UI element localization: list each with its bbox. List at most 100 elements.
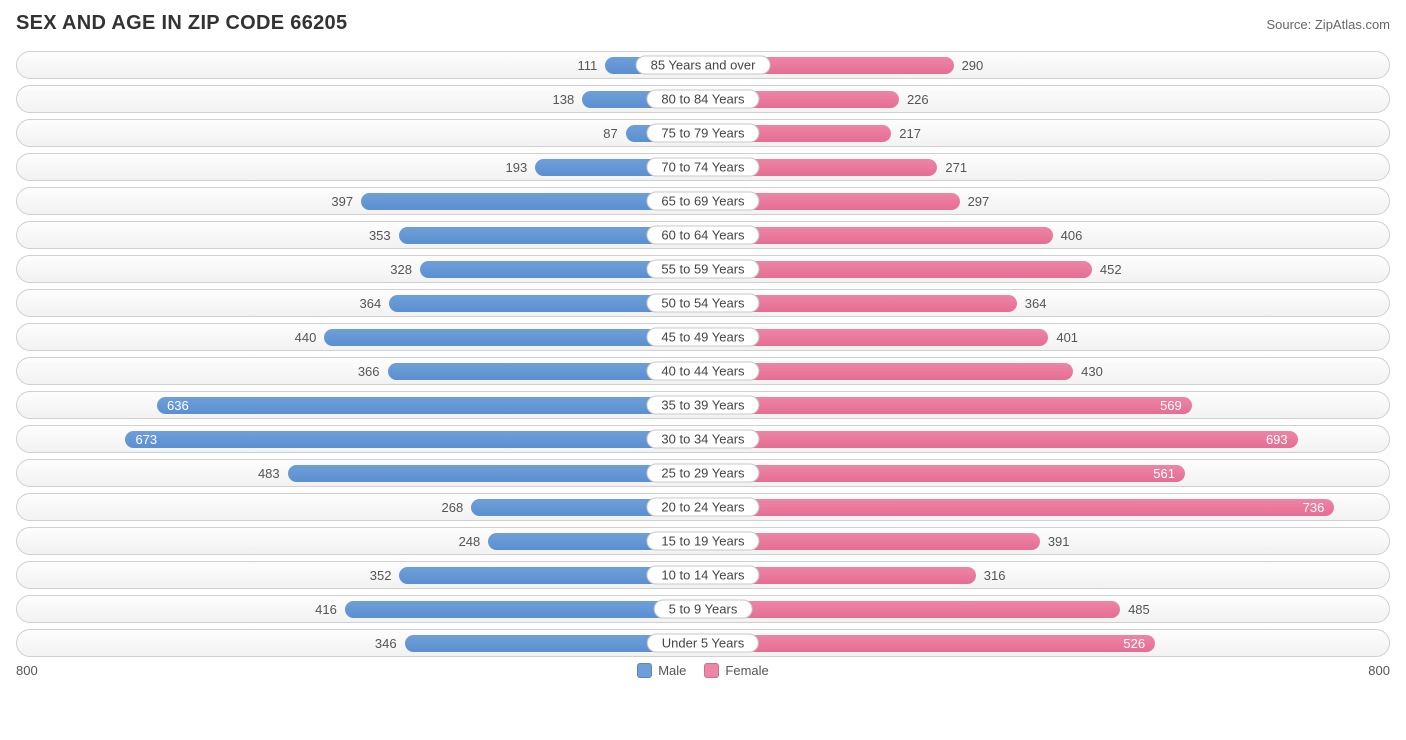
chart-footer: 800 Male Female 800 — [16, 663, 1390, 678]
female-bar — [706, 601, 1120, 618]
chart-title: SEX AND AGE IN ZIP CODE 66205 — [16, 12, 347, 35]
male-half: 138 — [17, 86, 703, 112]
male-value: 440 — [287, 330, 325, 345]
female-value: 401 — [1048, 330, 1086, 345]
female-half: 693 — [703, 426, 1389, 452]
female-bar: 561 — [706, 465, 1185, 482]
male-bar: 673 — [125, 431, 700, 448]
legend-female: Female — [704, 663, 768, 678]
male-half: 673 — [17, 426, 703, 452]
male-half: 328 — [17, 256, 703, 282]
age-label: 25 to 29 Years — [646, 464, 759, 483]
axis-right-max: 800 — [1368, 663, 1390, 678]
pyramid-row: 636 569 35 to 39 Years — [16, 391, 1390, 419]
pyramid-row: 111 290 85 Years and over — [16, 51, 1390, 79]
female-value: 391 — [1040, 534, 1078, 549]
female-half: 271 — [703, 154, 1389, 180]
female-half: 485 — [703, 596, 1389, 622]
age-label: 85 Years and over — [636, 56, 771, 75]
female-half: 736 — [703, 494, 1389, 520]
male-value: 673 — [135, 432, 157, 447]
male-bar — [324, 329, 700, 346]
female-value: 430 — [1073, 364, 1111, 379]
pyramid-row: 352 316 10 to 14 Years — [16, 561, 1390, 589]
age-label: 5 to 9 Years — [654, 600, 753, 619]
female-value: 217 — [891, 126, 929, 141]
female-half: 290 — [703, 52, 1389, 78]
female-value: 297 — [960, 194, 998, 209]
pyramid-row: 19327170 to 74 Years — [16, 153, 1390, 181]
male-value: 483 — [250, 466, 288, 481]
pyramid-row: 13822680 to 84 Years — [16, 85, 1390, 113]
male-bar — [345, 601, 700, 618]
female-value: 561 — [1153, 466, 1175, 481]
female-bar: 526 — [706, 635, 1155, 652]
male-value: 416 — [307, 602, 345, 617]
chart-header: SEX AND AGE IN ZIP CODE 66205 Source: Zi… — [16, 12, 1390, 35]
axis-left-max: 800 — [16, 663, 38, 678]
age-label: 35 to 39 Years — [646, 396, 759, 415]
male-half: 483 — [17, 460, 703, 486]
male-half: 352 — [17, 562, 703, 588]
pyramid-row: 268 736 20 to 24 Years — [16, 493, 1390, 521]
female-value: 364 — [1017, 296, 1055, 311]
female-value: 569 — [1160, 398, 1182, 413]
male-half: 366 — [17, 358, 703, 384]
male-swatch — [637, 663, 652, 678]
age-label: 60 to 64 Years — [646, 226, 759, 245]
female-half: 430 — [703, 358, 1389, 384]
male-half: 111 — [17, 52, 703, 78]
female-value: 316 — [976, 568, 1014, 583]
legend: Male Female — [637, 663, 769, 678]
male-value: 397 — [323, 194, 361, 209]
male-half: 397 — [17, 188, 703, 214]
pyramid-row: 353 406 60 to 64 Years — [16, 221, 1390, 249]
age-label: 70 to 74 Years — [646, 158, 759, 177]
pyramid-row: 328 45255 to 59 Years — [16, 255, 1390, 283]
pyramid-row: 248 391 15 to 19 Years — [16, 527, 1390, 555]
female-bar — [706, 363, 1073, 380]
female-value: 406 — [1053, 228, 1091, 243]
male-value: 111 — [569, 58, 605, 73]
male-value: 364 — [352, 296, 390, 311]
female-value: 736 — [1303, 500, 1325, 515]
age-label: 55 to 59 Years — [646, 260, 759, 279]
male-bar: 636 — [157, 397, 700, 414]
age-label: 30 to 34 Years — [646, 430, 759, 449]
male-half: 416 — [17, 596, 703, 622]
female-half: 226 — [703, 86, 1389, 112]
female-value: 693 — [1266, 432, 1288, 447]
age-label: 10 to 14 Years — [646, 566, 759, 585]
male-value: 328 — [382, 262, 420, 277]
male-half: 636 — [17, 392, 703, 418]
pyramid-row: 364 364 50 to 54 Years — [16, 289, 1390, 317]
age-label: Under 5 Years — [647, 634, 759, 653]
age-label: 80 to 84 Years — [646, 90, 759, 109]
pyramid-row: 483 561 25 to 29 Years — [16, 459, 1390, 487]
female-value: 271 — [937, 160, 975, 175]
age-label: 20 to 24 Years — [646, 498, 759, 517]
female-swatch — [704, 663, 719, 678]
male-half: 87 — [17, 120, 703, 146]
male-half: 353 — [17, 222, 703, 248]
age-label: 65 to 69 Years — [646, 192, 759, 211]
age-label: 75 to 79 Years — [646, 124, 759, 143]
female-bar — [706, 261, 1092, 278]
male-value: 268 — [434, 500, 472, 515]
legend-male-label: Male — [658, 663, 686, 678]
male-half: 248 — [17, 528, 703, 554]
age-label: 15 to 19 Years — [646, 532, 759, 551]
male-value: 248 — [451, 534, 489, 549]
female-half: 297 — [703, 188, 1389, 214]
age-label: 50 to 54 Years — [646, 294, 759, 313]
female-half: 364 — [703, 290, 1389, 316]
pyramid-row: 44040145 to 49 Years — [16, 323, 1390, 351]
female-half: 452 — [703, 256, 1389, 282]
male-half: 268 — [17, 494, 703, 520]
male-half: 364 — [17, 290, 703, 316]
female-half: 561 — [703, 460, 1389, 486]
male-bar — [288, 465, 700, 482]
female-value: 290 — [954, 58, 992, 73]
female-half: 526 — [703, 630, 1389, 656]
female-value: 526 — [1123, 636, 1145, 651]
